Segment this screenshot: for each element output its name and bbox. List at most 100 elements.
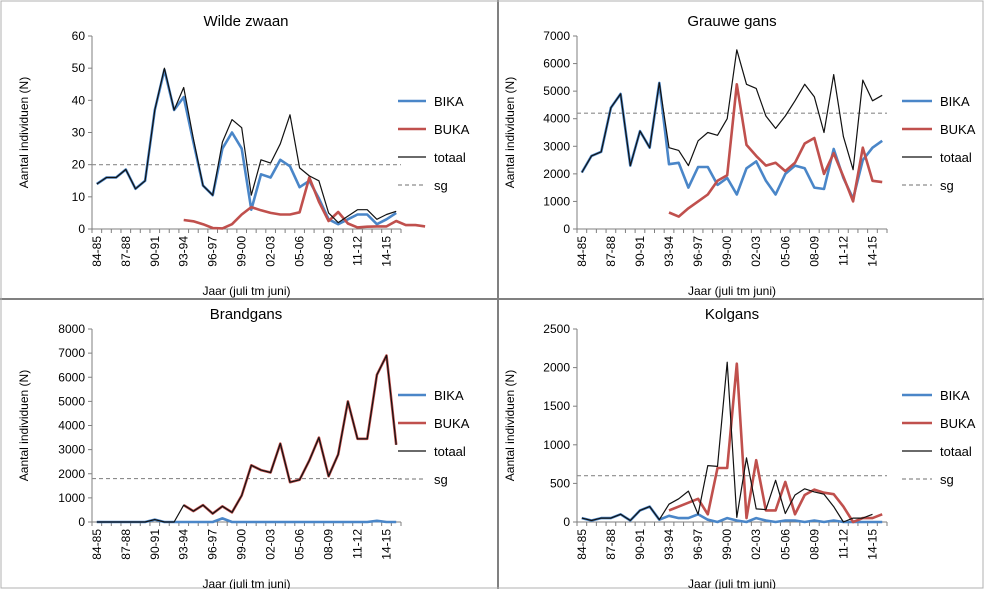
legend-label-totaal: totaal xyxy=(434,150,466,165)
y-axis-label: Aantal individuen (N) xyxy=(17,77,31,188)
legend-label-buka: BUKA xyxy=(434,122,470,137)
series-line-totaal xyxy=(581,361,873,523)
y-tick-label: 0 xyxy=(78,222,85,236)
x-tick-label: 96-97 xyxy=(206,529,220,560)
series-line-buka xyxy=(668,362,883,524)
legend-label-buka: BUKA xyxy=(434,416,470,431)
x-tick-label: 08-09 xyxy=(322,236,336,267)
legend-label-sg: sg xyxy=(434,472,448,487)
y-tick-label: 5000 xyxy=(58,394,85,408)
legend-label-totaal: totaal xyxy=(940,150,972,165)
y-tick-label: 1000 xyxy=(543,194,570,208)
chart-title: Grauwe gans xyxy=(687,13,776,30)
x-tick-label: 87-88 xyxy=(119,529,133,560)
series-line-totaal xyxy=(581,49,883,173)
legend-label-buka: BUKA xyxy=(940,122,976,137)
x-tick-label: 11-12 xyxy=(836,529,850,559)
x-tick-label: 05-06 xyxy=(293,529,307,560)
legend-label-bika: BIKA xyxy=(940,388,970,403)
x-tick-label: 99-00 xyxy=(235,529,249,560)
x-axis-label: Jaar (juli tm juni) xyxy=(688,577,776,589)
chart-kolgans: Kolgans Aantal individuen (N) Jaar (juli t… xyxy=(503,306,976,589)
chart-wilde-zwaan: Wilde zwaan Aantal individuen (N) Jaar (ju… xyxy=(17,13,470,298)
x-tick-label: 14-15 xyxy=(380,236,394,267)
series-line-bika xyxy=(96,68,397,226)
y-tick-label: 6000 xyxy=(58,370,85,384)
legend-label-bika: BIKA xyxy=(434,388,464,403)
y-tick-label: 1000 xyxy=(543,438,570,452)
x-tick-label: 90-91 xyxy=(633,236,647,267)
x-tick-label: 05-06 xyxy=(293,236,307,267)
x-tick-label: 93-94 xyxy=(177,529,191,560)
legend-label-sg: sg xyxy=(940,178,954,193)
legend-label-totaal: totaal xyxy=(940,444,972,459)
y-tick-label: 60 xyxy=(72,29,86,43)
chart-title: Kolgans xyxy=(705,306,759,323)
chart-title: Wilde zwaan xyxy=(203,13,288,30)
y-tick-label: 0 xyxy=(563,222,570,236)
legend-label-sg: sg xyxy=(434,178,448,193)
x-tick-label: 84-85 xyxy=(575,236,589,267)
x-tick-label: 93-94 xyxy=(177,236,191,267)
chart-title: Brandgans xyxy=(210,306,283,323)
y-tick-label: 30 xyxy=(72,126,86,140)
x-tick-label: 05-06 xyxy=(778,236,792,267)
y-tick-label: 3000 xyxy=(543,139,570,153)
y-tick-label: 0 xyxy=(563,515,570,529)
x-tick-label: 14-15 xyxy=(865,236,879,267)
x-tick-label: 11-12 xyxy=(351,529,365,559)
x-tick-label: 02-03 xyxy=(749,236,763,267)
series-line-bika xyxy=(581,505,883,524)
y-tick-label: 1500 xyxy=(543,399,570,413)
x-tick-label: 90-91 xyxy=(148,529,162,560)
x-tick-label: 02-03 xyxy=(264,529,278,560)
x-tick-label: 96-97 xyxy=(691,236,705,267)
x-tick-label: 84-85 xyxy=(90,529,104,560)
y-tick-label: 2000 xyxy=(58,467,85,481)
y-tick-label: 2000 xyxy=(543,167,570,181)
series-line-totaal xyxy=(96,67,397,224)
y-tick-label: 3000 xyxy=(58,443,85,457)
x-tick-label: 96-97 xyxy=(691,529,705,560)
y-tick-label: 40 xyxy=(72,93,86,107)
y-tick-label: 7000 xyxy=(543,29,570,43)
chart-grauwe-gans: Grauwe gans Aantal individuen (N) Jaar (ju… xyxy=(503,13,976,298)
x-tick-label: 05-06 xyxy=(778,529,792,560)
y-tick-label: 6000 xyxy=(543,57,570,71)
x-axis-label: Jaar (juli tm juni) xyxy=(202,284,290,298)
y-tick-label: 20 xyxy=(72,158,86,172)
y-tick-label: 4000 xyxy=(58,419,85,433)
y-tick-label: 1000 xyxy=(58,491,85,505)
x-tick-label: 08-09 xyxy=(807,529,821,560)
x-tick-label: 90-91 xyxy=(633,529,647,560)
y-axis-label: Aantal individuen (N) xyxy=(17,370,31,481)
x-tick-label: 90-91 xyxy=(148,236,162,267)
y-axis-label: Aantal individuen (N) xyxy=(503,370,517,481)
x-tick-label: 87-88 xyxy=(119,236,133,267)
x-tick-label: 87-88 xyxy=(604,529,618,560)
x-tick-label: 14-15 xyxy=(380,529,394,560)
x-tick-label: 14-15 xyxy=(865,529,879,560)
y-tick-label: 10 xyxy=(72,190,86,204)
x-tick-label: 08-09 xyxy=(807,236,821,267)
y-tick-label: 2500 xyxy=(543,322,570,336)
series-line-buka xyxy=(183,354,398,515)
chart-brandgans: Brandgans Aantal individuen (N) Jaar (juli… xyxy=(17,306,470,589)
legend-label-bika: BIKA xyxy=(434,94,464,109)
y-tick-label: 500 xyxy=(550,476,570,490)
legend-label-bika: BIKA xyxy=(940,94,970,109)
series-line-buka xyxy=(668,83,883,218)
x-tick-label: 08-09 xyxy=(322,529,336,560)
x-tick-label: 02-03 xyxy=(264,236,278,267)
y-tick-label: 2000 xyxy=(543,361,570,375)
x-tick-label: 93-94 xyxy=(662,529,676,560)
x-tick-label: 84-85 xyxy=(90,236,104,267)
x-tick-label: 11-12 xyxy=(351,236,365,266)
y-tick-label: 7000 xyxy=(58,346,85,360)
y-axis-label: Aantal individuen (N) xyxy=(503,77,517,188)
y-tick-label: 4000 xyxy=(543,112,570,126)
legend-label-sg: sg xyxy=(940,472,954,487)
